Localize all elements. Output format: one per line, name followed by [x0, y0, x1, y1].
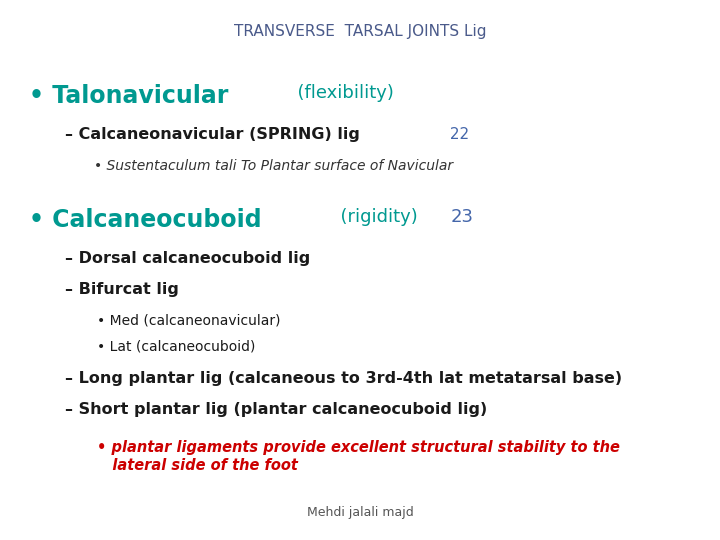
- Text: TRANSVERSE  TARSAL JOINTS Lig: TRANSVERSE TARSAL JOINTS Lig: [234, 24, 486, 39]
- Text: • plantar ligaments provide excellent structural stability to the
   lateral sid: • plantar ligaments provide excellent st…: [97, 440, 620, 472]
- Text: • Calcaneocuboid: • Calcaneocuboid: [29, 208, 261, 232]
- Text: – Dorsal calcaneocuboid lig: – Dorsal calcaneocuboid lig: [65, 251, 310, 266]
- Text: • Talonavicular: • Talonavicular: [29, 84, 228, 107]
- Text: – Calcaneonavicular (SPRING) lig: – Calcaneonavicular (SPRING) lig: [65, 127, 360, 142]
- Text: (rigidity): (rigidity): [329, 208, 423, 226]
- Text: • Sustentaculum tali To Plantar surface of Navicular: • Sustentaculum tali To Plantar surface …: [94, 159, 453, 173]
- Text: • Lat (calcaneocuboid): • Lat (calcaneocuboid): [97, 339, 256, 353]
- Text: • Med (calcaneonavicular): • Med (calcaneonavicular): [97, 313, 281, 327]
- Text: – Long plantar lig (calcaneous to 3rd-4th lat metatarsal base): – Long plantar lig (calcaneous to 3rd-4t…: [65, 371, 622, 386]
- Text: 23: 23: [451, 208, 474, 226]
- Text: Mehdi jalali majd: Mehdi jalali majd: [307, 507, 413, 519]
- Text: (flexibility): (flexibility): [286, 84, 394, 102]
- Text: – Short plantar lig (plantar calcaneocuboid lig): – Short plantar lig (plantar calcaneocub…: [65, 402, 487, 417]
- Text: – Bifurcat lig: – Bifurcat lig: [65, 282, 179, 298]
- Text: 22: 22: [445, 127, 469, 142]
